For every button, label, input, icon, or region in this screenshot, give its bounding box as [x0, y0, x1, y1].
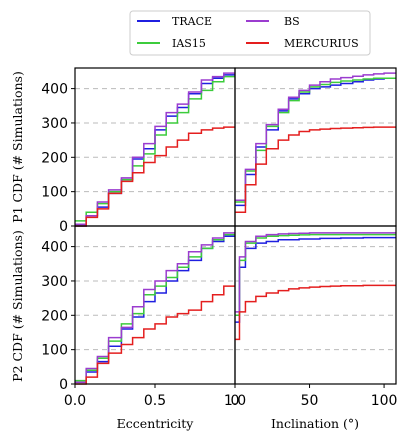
series-line-trace	[235, 77, 396, 207]
y-tick-label: 100	[41, 185, 68, 201]
y-tick-label: 0	[59, 219, 68, 235]
panel-p1-inclination	[234, 67, 397, 227]
panel-p1-eccentricity: 0 100 200 300 400	[41, 67, 236, 235]
series-line-bs	[235, 72, 396, 201]
series-line-trace	[235, 236, 396, 323]
series-line-ias15	[75, 233, 235, 382]
x-tick-label: 0	[231, 393, 240, 409]
ylabel-p2: P2 CDF (# Simulations)	[10, 230, 25, 382]
series-line-bs	[75, 232, 235, 384]
y-tick-label: 0	[59, 377, 68, 393]
y-tick-label: 300	[41, 274, 68, 290]
y-tick-label: 200	[41, 150, 68, 166]
panel-p2-inclination: 0 50 100	[231, 225, 398, 409]
ylabel-p1: P1 CDF (# Simulations)	[10, 71, 25, 223]
y-tick-label: 100	[41, 343, 68, 359]
series-line-mercurius	[75, 126, 235, 227]
y-tick-label: 400	[41, 240, 68, 256]
x-tick-label: 50	[301, 393, 319, 409]
legend-label-mercurius: MERCURIUS	[284, 37, 359, 50]
y-tick-label: 300	[41, 116, 68, 132]
series-line-bs	[75, 72, 235, 226]
x-tick-label: 0.0	[64, 393, 86, 409]
panel-p2-eccentricity: 0 100 200 300 400 0.0 0.5 1.0	[41, 225, 246, 409]
series-line-ias15	[75, 75, 235, 222]
series-line-mercurius	[235, 126, 396, 214]
legend-frame	[129, 10, 371, 56]
x-tick-label: 0.5	[144, 393, 166, 409]
y-tick-label: 200	[41, 308, 68, 324]
series-line-ias15	[235, 77, 396, 203]
legend-label-ias15: IAS15	[172, 37, 206, 50]
legend-label-bs: BS	[284, 15, 300, 28]
legend-label-trace: TRACE	[172, 15, 212, 28]
y-tick-label: 400	[41, 82, 68, 98]
axes-frame	[74, 225, 236, 385]
series-line-trace	[75, 235, 235, 384]
series-line-mercurius	[235, 284, 396, 341]
legend: TRACE IAS15 BS MERCURIUS	[129, 10, 371, 56]
series-line-mercurius	[75, 285, 235, 385]
xlabel-inclination: Inclination (°)	[271, 416, 359, 431]
axes-frame	[234, 225, 397, 385]
xlabel-eccentricity: Eccentricity	[117, 416, 195, 431]
series-line-bs	[235, 232, 396, 313]
x-tick-label: 1.0	[224, 393, 246, 409]
x-tick-label: 100	[371, 393, 398, 409]
